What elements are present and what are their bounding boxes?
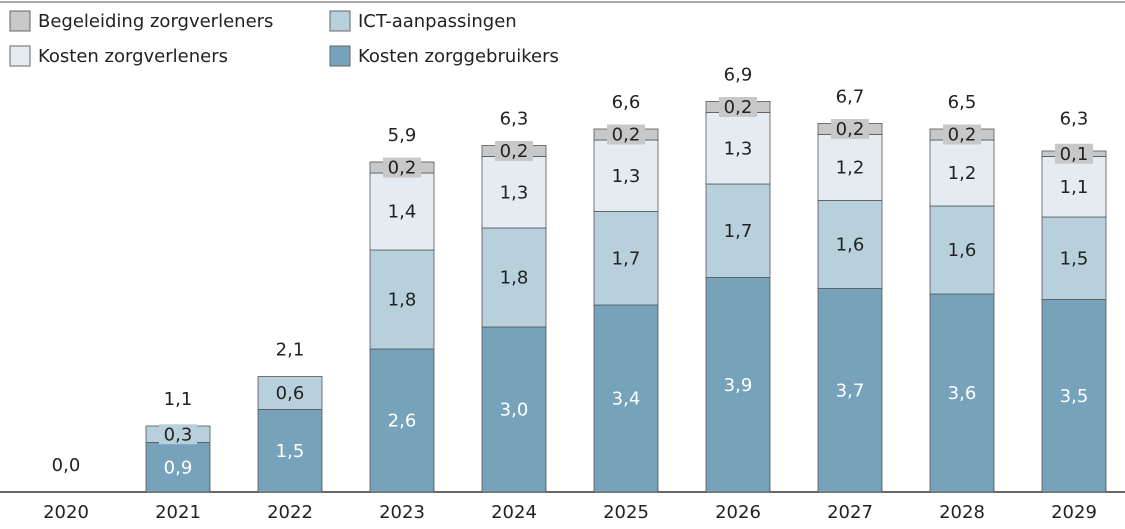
- value-label: 1,6: [836, 235, 865, 256]
- value-label: 1,5: [1060, 248, 1089, 269]
- value-label: 0,3: [164, 424, 193, 445]
- x-tick-label: 2020: [43, 502, 89, 523]
- total-label: 6,9: [724, 65, 753, 86]
- bar-segment: [1041, 216, 1107, 300]
- value-label: 1,7: [724, 221, 753, 242]
- total-label: 5,9: [388, 125, 417, 146]
- x-tick-label: 2027: [827, 502, 873, 523]
- bar-segment: [817, 288, 883, 493]
- value-label: 3,4: [612, 389, 641, 410]
- value-label: 1,4: [388, 202, 417, 223]
- value-label: 1,8: [500, 268, 529, 289]
- value-label: 1,2: [836, 158, 865, 179]
- bar-segment: [481, 227, 547, 328]
- label-background: [383, 157, 421, 178]
- label-background: [831, 119, 869, 139]
- bar-segment: [1041, 156, 1107, 218]
- bar-segment: [705, 112, 771, 185]
- total-label: 6,5: [948, 92, 977, 113]
- label-background: [719, 97, 757, 117]
- bar-segment: [1041, 299, 1107, 493]
- value-label: 1,6: [948, 240, 977, 261]
- bar-segment: [257, 409, 323, 493]
- value-label: 3,0: [500, 400, 529, 421]
- legend-label: ICT-aanpassingen: [358, 11, 517, 32]
- label-background: [943, 124, 981, 145]
- legend-label: Begeleiding zorgverleners: [38, 11, 273, 32]
- bar-segment: [369, 249, 435, 350]
- label-background: [607, 124, 645, 145]
- x-tick-label: 2029: [1051, 502, 1097, 523]
- value-label: 1,1: [1060, 177, 1089, 198]
- x-tick-label: 2025: [603, 502, 649, 523]
- bar-segment: [369, 172, 435, 251]
- value-label: 0,2: [948, 125, 977, 146]
- label-background: [1055, 143, 1093, 164]
- value-label: 1,3: [612, 166, 641, 187]
- label-background: [159, 424, 197, 445]
- bar-segment: [369, 348, 435, 493]
- total-label: 1,1: [164, 389, 193, 410]
- label-background: [495, 141, 533, 161]
- value-label: 3,7: [836, 380, 865, 401]
- value-label: 1,2: [948, 163, 977, 184]
- bar-segment: [593, 211, 659, 306]
- value-label: 0,9: [164, 457, 193, 478]
- bar-segment: [593, 139, 659, 212]
- bar-segment: [929, 139, 995, 207]
- bar-segment: [481, 156, 547, 229]
- bar-segment: [257, 376, 323, 410]
- total-label: 6,6: [612, 92, 641, 113]
- bar-segment: [481, 326, 547, 493]
- legend-swatch: [9, 10, 31, 32]
- bar-segment: [145, 442, 211, 493]
- x-tick-label: 2024: [491, 502, 537, 523]
- value-label: 1,7: [612, 248, 641, 269]
- total-label: 0,0: [52, 455, 81, 476]
- value-label: 0,1: [1060, 144, 1089, 165]
- legend-swatch: [329, 45, 351, 67]
- value-label: 3,5: [1060, 386, 1089, 407]
- value-label: 0,2: [836, 119, 865, 140]
- legend-label: Kosten zorggebruikers: [358, 46, 559, 67]
- total-label: 6,7: [836, 87, 865, 108]
- x-tick-label: 2026: [715, 502, 761, 523]
- value-label: 1,5: [276, 441, 305, 462]
- x-tick-label: 2023: [379, 502, 425, 523]
- bar-segment: [817, 134, 883, 201]
- total-label: 6,3: [500, 109, 529, 130]
- legend-label: Kosten zorgverleners: [38, 46, 228, 67]
- value-label: 3,9: [724, 375, 753, 396]
- value-label: 0,2: [388, 158, 417, 179]
- total-label: 6,3: [1060, 109, 1089, 130]
- legend-swatch: [329, 10, 351, 32]
- bar-segment: [705, 277, 771, 493]
- x-tick-label: 2028: [939, 502, 985, 523]
- value-label: 0,6: [276, 383, 305, 404]
- x-tick-label: 2021: [155, 502, 201, 523]
- total-label: 2,1: [276, 340, 305, 361]
- value-label: 1,3: [724, 138, 753, 159]
- bar-segment: [929, 293, 995, 493]
- value-label: 0,2: [500, 141, 529, 162]
- x-tick-label: 2022: [267, 502, 313, 523]
- bar-segment: [817, 200, 883, 289]
- legend-swatch: [9, 45, 31, 67]
- value-label: 1,8: [388, 290, 417, 311]
- value-label: 0,2: [612, 125, 641, 146]
- value-label: 2,6: [388, 411, 417, 432]
- value-label: 1,3: [500, 182, 529, 203]
- value-label: 0,2: [724, 97, 753, 118]
- value-label: 3,6: [948, 383, 977, 404]
